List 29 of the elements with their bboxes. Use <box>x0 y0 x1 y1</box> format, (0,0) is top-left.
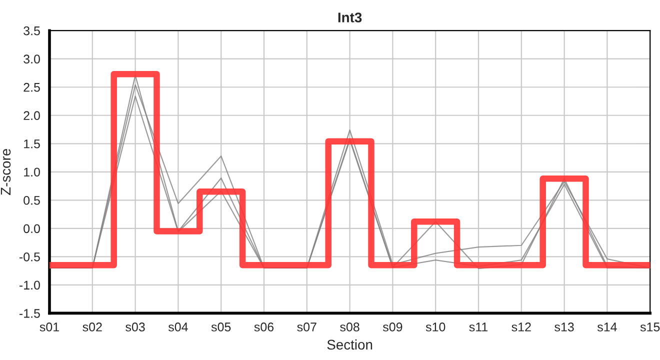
x-tick-label: s02 <box>82 322 102 332</box>
y-tick-label: 3.0 <box>24 54 40 64</box>
y-tick-label: 0.0 <box>24 224 40 234</box>
y-tick-label: -1.5 <box>19 309 40 318</box>
y-tick-label: 1.0 <box>24 168 40 177</box>
x-tick-label: s10 <box>426 322 446 332</box>
y-tick-label: -0.5 <box>19 252 40 262</box>
x-tick-label: s14 <box>597 322 617 332</box>
y-tick-label: 1.5 <box>24 140 40 148</box>
y-tick-label: -1.0 <box>19 280 40 290</box>
y-tick-label: 0.5 <box>24 196 40 205</box>
x-tick-label: s03 <box>126 322 145 332</box>
x-tick-label: s09 <box>382 322 402 332</box>
x-tick-label: s01 <box>40 322 59 332</box>
x-axis-title: Section <box>327 339 372 350</box>
x-tick-label: s06 <box>254 322 274 332</box>
x-tick-label: s08 <box>340 322 360 332</box>
y-axis-title: Z-score <box>0 148 11 195</box>
x-tick-label: s07 <box>297 322 316 332</box>
y-tick-label: 3.5 <box>24 26 40 36</box>
x-tick-label: s04 <box>168 322 188 332</box>
x-tick-label: s15 <box>640 322 660 332</box>
chart-title: Int3 <box>338 12 362 22</box>
x-tick-label: s05 <box>211 322 231 332</box>
y-tick-label: 2.5 <box>24 82 40 92</box>
x-tick-label: s12 <box>512 322 531 332</box>
y-tick-label: 2.0 <box>24 111 40 120</box>
x-tick-label: s13 <box>554 322 574 332</box>
x-tick-label: s11 <box>469 322 488 332</box>
